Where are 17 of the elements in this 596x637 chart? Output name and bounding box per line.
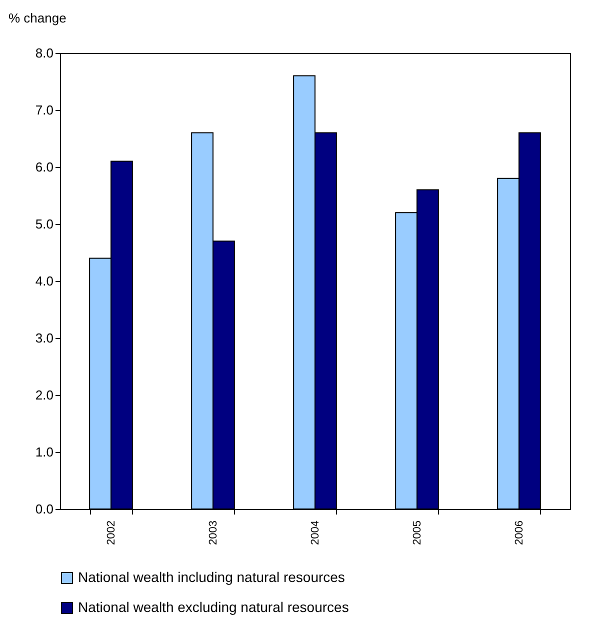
y-tick-label: 3.0 <box>35 330 54 346</box>
y-axis-title: % change <box>8 10 66 26</box>
x-tick-label: 2006 <box>514 520 526 545</box>
x-tick-label: 2005 <box>412 520 424 545</box>
y-tick-label: 8.0 <box>35 46 54 60</box>
y-tick-label: 6.0 <box>35 160 54 174</box>
x-tick-label: 2003 <box>208 520 220 545</box>
y-tick-label: 1.0 <box>35 444 54 460</box>
y-tick-label: 7.0 <box>35 102 54 118</box>
y-tick-label: 2.0 <box>35 388 54 402</box>
x-tick-label: 2002 <box>106 520 118 545</box>
y-tick-label: 0.0 <box>35 502 54 516</box>
y-tick-label: 5.0 <box>35 216 54 232</box>
x-tick-label: 2004 <box>310 520 322 545</box>
y-tick-label: 4.0 <box>35 274 54 288</box>
legend-label: National wealth including natural resources <box>78 569 345 585</box>
legend-label: National wealth excluding natural resources <box>78 599 349 615</box>
